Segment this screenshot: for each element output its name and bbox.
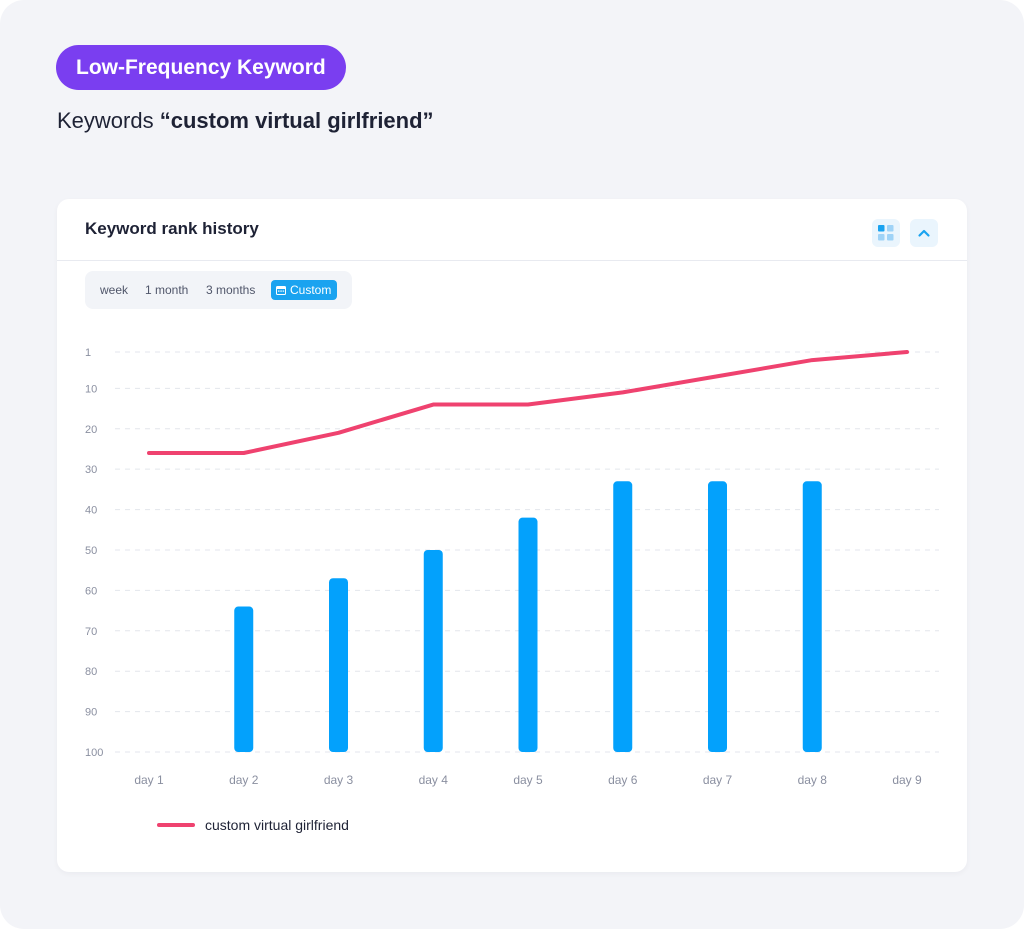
x-tick-label: day 8 — [798, 773, 828, 787]
calendar-icon — [276, 286, 286, 295]
keyword-heading-prefix: Keywords — [57, 108, 160, 133]
y-tick-label: 10 — [85, 383, 97, 395]
grid-view-button[interactable] — [872, 219, 900, 247]
x-tick-label: day 1 — [134, 773, 164, 787]
chart-bar — [518, 517, 538, 752]
rank-history-chart: 1 10 20 30 40 50 60 70 80 90 100 day 1 day 2 day 3 day… — [85, 347, 939, 787]
y-tick-label: 50 — [85, 545, 97, 557]
y-tick-label: 100 — [85, 747, 103, 759]
x-tick-label: day 5 — [513, 773, 543, 787]
y-tick-label: 70 — [85, 626, 97, 638]
rank-line — [147, 350, 909, 456]
tab-custom-label: Custom — [290, 283, 332, 297]
tab-3-months[interactable]: 3 months — [206, 283, 256, 297]
x-tick-label: day 4 — [419, 773, 449, 787]
chart-bar — [234, 606, 254, 752]
tab-week[interactable]: week — [100, 283, 129, 297]
card-header: Keyword rank history — [57, 199, 967, 261]
y-tick-label: 60 — [85, 585, 97, 597]
chart-legend: custom virtual girlfriend — [157, 815, 349, 835]
y-tick-label: 80 — [85, 666, 97, 678]
y-tick-label: 40 — [85, 505, 97, 517]
collapse-button[interactable] — [910, 219, 938, 247]
keyword-heading-keyword: “custom virtual girlfriend” — [159, 108, 434, 133]
x-tick-label: day 6 — [608, 773, 638, 787]
keyword-heading: Keywords “custom virtual girlfriend” — [57, 108, 434, 134]
chart-bar — [802, 481, 822, 752]
chart-bar — [613, 481, 633, 752]
x-tick-label: day 7 — [703, 773, 733, 787]
chart-bar — [708, 481, 727, 752]
rank-history-card: Keyword rank history week 1 month 3 mont… — [57, 199, 967, 872]
y-tick-label: 1 — [85, 347, 91, 359]
y-tick-label: 20 — [85, 424, 97, 436]
legend-label: custom virtual girlfriend — [205, 817, 349, 833]
x-tick-label: day 3 — [324, 773, 354, 787]
card-title: Keyword rank history — [85, 219, 259, 238]
y-tick-label: 90 — [85, 707, 97, 719]
chart-bar — [423, 549, 443, 752]
tab-1-month[interactable]: 1 month — [145, 283, 189, 297]
period-tabs: week 1 month 3 months Custom — [85, 271, 352, 309]
x-tick-label: day 9 — [892, 773, 922, 787]
y-tick-label: 30 — [85, 464, 97, 476]
chart-bar — [329, 578, 348, 752]
legend-line-swatch — [157, 823, 195, 827]
keyword-frequency-badge: Low-Frequency Keyword — [56, 45, 346, 90]
x-tick-label: day 2 — [229, 773, 259, 787]
chevron-up-icon — [918, 229, 930, 237]
grid-icon — [878, 225, 894, 241]
tab-custom[interactable]: Custom — [271, 280, 338, 300]
